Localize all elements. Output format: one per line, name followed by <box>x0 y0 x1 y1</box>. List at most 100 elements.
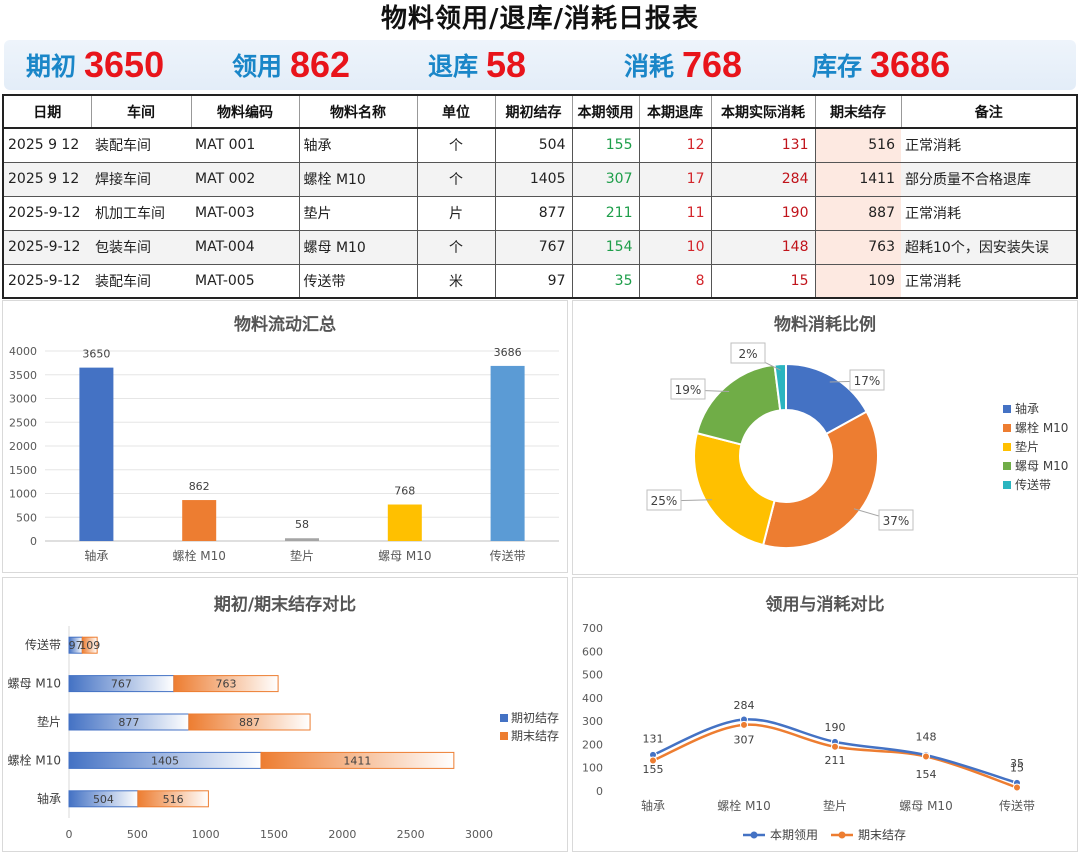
data-label: 37% <box>883 514 910 528</box>
data-label: 190 <box>825 721 846 734</box>
chart-title: 领用与消耗对比 <box>765 595 885 615</box>
table-cell-unit: 米 <box>416 264 495 299</box>
data-label: 862 <box>189 480 210 493</box>
kpi-value: 3650 <box>84 44 165 85</box>
table-cell-workshop: 装配车间 <box>91 264 191 299</box>
kpi-opening: 期初 3650 <box>26 40 164 90</box>
table-row: 2025-9-12 机加工车间 MAT-003 垫片片 877 211 11 190 887 正常… <box>2 196 1078 231</box>
table-cell-note: 超耗10个，因安装失误 <box>901 230 1078 265</box>
table-cell-workshop: 焊接车间 <box>91 162 191 197</box>
stock-compare-chart: 期初/期末结存对比 0 500 1000 1500 2000 2500 3000 轴承 504 5… <box>2 577 568 852</box>
bar-chart-svg: 0 500 1000 1500 2000 2500 3000 3500 4000 3650 轴承 86… <box>9 345 559 563</box>
hbar-chart-svg: 0 500 1000 1500 2000 2500 3000 轴承 504 516 螺栓 M10 14… <box>8 626 559 841</box>
x-tick-label: 0 <box>66 828 73 841</box>
kpi-label: 期初 <box>26 52 77 81</box>
y-tick-label: 200 <box>582 738 603 751</box>
x-tick-label: 螺母 M10 <box>378 549 431 563</box>
data-point <box>922 752 930 761</box>
table-cell-code: MAT 002 <box>191 162 299 197</box>
table-cell-workshop: 机加工车间 <box>91 196 191 231</box>
legend-marker <box>750 831 758 839</box>
table-cell-end: 887 <box>814 196 901 231</box>
table-row: 2025-9-12 装配车间 MAT-005 传送带米 97 35 8 15 109 正常消耗 <box>2 264 1078 299</box>
table-cell-note: 正常消耗 <box>901 196 1078 231</box>
y-tick-label: 1000 <box>9 488 37 501</box>
data-label: 767 <box>111 678 132 691</box>
y-tick-label: 3500 <box>9 369 37 382</box>
x-tick-label: 垫片 <box>290 548 314 563</box>
table-row: 2025-9-12 包装车间 MAT-004 螺母 M10 个 767 154 10 148 76… <box>2 230 1078 265</box>
table-cell-name: 传送带 <box>298 264 417 299</box>
legend-label: 螺栓 M10 <box>1015 420 1068 435</box>
x-tick-label: 3000 <box>465 828 493 841</box>
y-tick-label: 2500 <box>9 416 37 429</box>
kpi-label: 领用 <box>232 52 283 81</box>
chart-title: 物料消耗比例 <box>774 315 876 335</box>
table-cell-issue: 154 <box>571 230 639 265</box>
data-label: 516 <box>163 793 184 806</box>
table-cell-code: MAT-004 <box>191 230 299 265</box>
table-header-row: 日期 车间 物料编码 物料名称 单位 期初结存 本期领用 本期退库 本期实际消耗… <box>2 94 1078 129</box>
table-cell-name: 螺母 M10 <box>298 230 417 265</box>
table-cell-ret: 10 <box>638 230 711 265</box>
x-tick-label: 1000 <box>192 828 220 841</box>
x-tick-label: 传送带 <box>490 548 526 563</box>
bar <box>387 504 422 541</box>
bar <box>182 500 217 541</box>
x-tick-label: 垫片 <box>823 798 847 813</box>
table-cell-issue: 155 <box>571 128 639 163</box>
stacked-bar-segment <box>81 636 98 654</box>
table-cell-name: 轴承 <box>298 128 417 163</box>
data-label: 768 <box>394 485 415 498</box>
issue-vs-consume-chart: 领用与消耗对比 0 100 200 300 400 500 600 700 轴承 螺栓 M10 垫片… <box>572 577 1078 852</box>
x-tick-label: 螺母 M10 <box>899 799 952 813</box>
data-label: 35 <box>1010 757 1024 770</box>
y-tick-label: 3000 <box>9 393 37 406</box>
legend-swatch <box>1003 481 1011 489</box>
legend-swatch <box>1003 424 1011 432</box>
data-label: 3650 <box>82 348 110 361</box>
table-cell-use: 131 <box>710 128 815 163</box>
legend-swatch <box>1003 462 1011 470</box>
column-header: 本期实际消耗 <box>710 94 815 129</box>
y-tick-label: 传送带 <box>25 637 61 652</box>
table-cell-end: 109 <box>814 264 901 299</box>
donut-slice <box>695 363 782 446</box>
data-label-box <box>849 369 885 391</box>
legend-swatch <box>500 732 508 740</box>
x-tick-label: 2500 <box>397 828 425 841</box>
column-header: 期末结存 <box>814 94 901 129</box>
table-cell-workshop: 装配车间 <box>91 128 191 163</box>
y-tick-label: 4000 <box>9 345 37 358</box>
legend-label: 期末结存 <box>511 729 559 743</box>
data-label: 148 <box>916 731 937 744</box>
table-cell-note: 正常消耗 <box>901 128 1078 163</box>
data-label: 887 <box>239 716 260 729</box>
kpi-value: 768 <box>682 44 743 85</box>
data-label: 3686 <box>494 346 522 359</box>
column-header: 期初结存 <box>494 94 572 129</box>
data-label: 17% <box>854 374 881 388</box>
table-cell-date: 2025-9-12 <box>2 264 91 299</box>
table-row: 2025 9 12 焊接车间 MAT 002 螺栓 M10 个 1405 307 17 284 1… <box>2 162 1078 197</box>
line-chart-svg: 0 100 200 300 400 500 600 700 轴承 螺栓 M10 垫片 螺母 M10 传送… <box>582 622 1035 842</box>
legend-swatch <box>500 714 508 722</box>
data-label: 155 <box>643 763 664 776</box>
x-tick-label: 1500 <box>260 828 288 841</box>
table-cell-unit: 个 <box>416 128 495 163</box>
y-tick-label: 垫片 <box>37 714 61 729</box>
x-tick-label: 传送带 <box>999 798 1035 813</box>
legend-label: 本期领用 <box>770 828 818 842</box>
kpi-value: 58 <box>486 44 527 85</box>
legend-label: 传送带 <box>1015 477 1051 492</box>
column-header: 物料编码 <box>190 94 299 129</box>
legend-swatch <box>1003 443 1011 451</box>
table-cell-note: 正常消耗 <box>901 264 1078 299</box>
y-tick-label: 500 <box>582 669 603 682</box>
bar <box>285 538 319 541</box>
data-label: 877 <box>118 716 139 729</box>
kpi-bar: 期初 3650 领用 862 退库 58 消耗 768 库存 3686 <box>4 40 1076 90</box>
table-cell-use: 284 <box>710 162 815 197</box>
x-tick-label: 螺栓 M10 <box>717 798 770 813</box>
data-label: 504 <box>93 793 114 806</box>
